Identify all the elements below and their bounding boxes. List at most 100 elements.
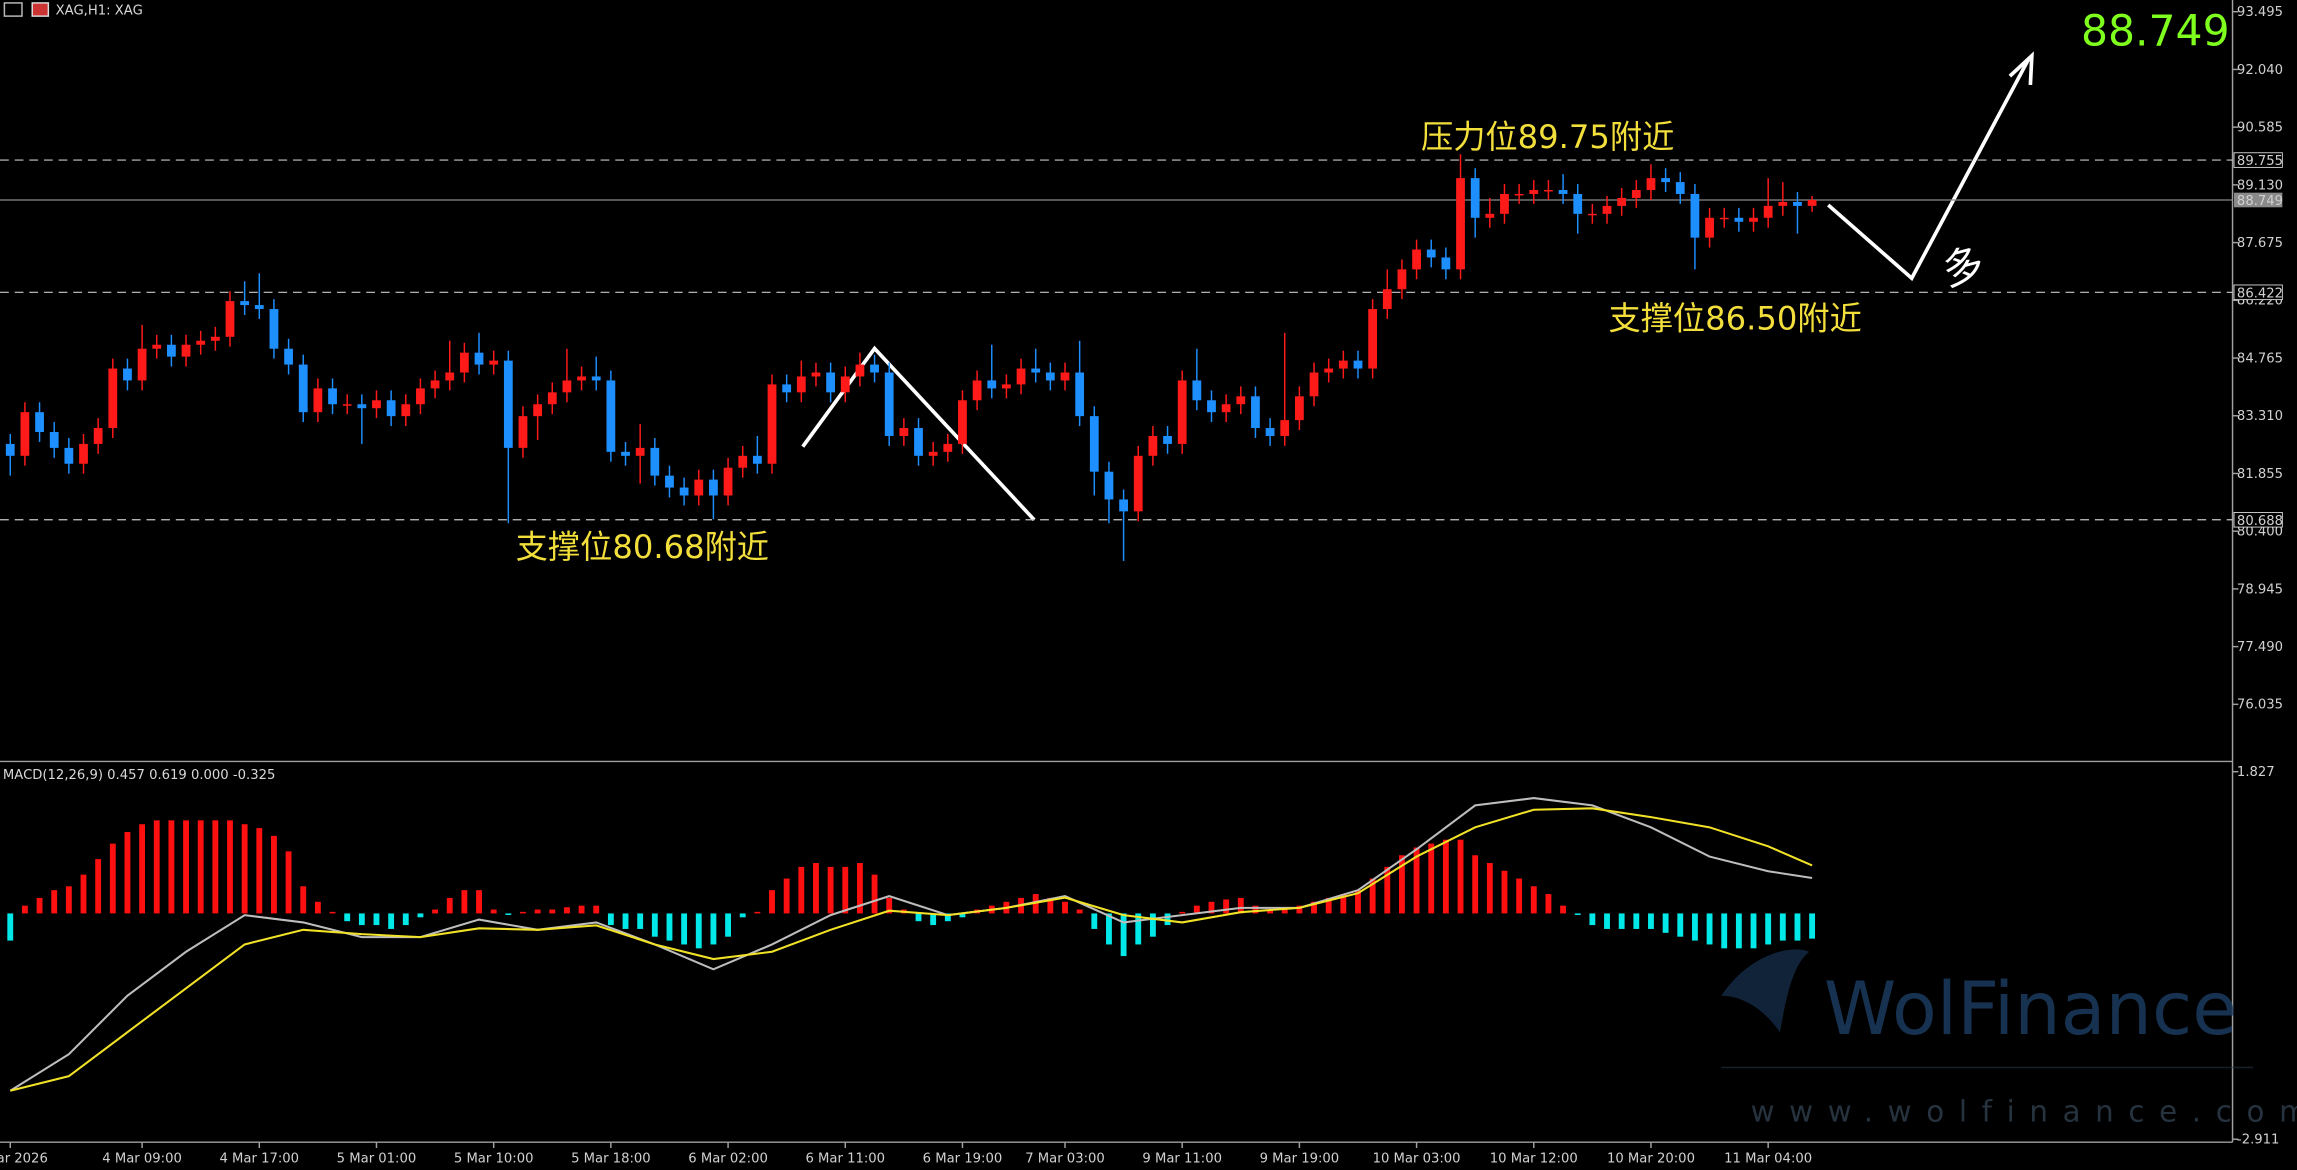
candle-body [1514,193,1524,196]
macd-histogram-bar [212,820,219,914]
candle-body [93,428,103,444]
macd-histogram-bar [241,824,248,914]
candle-body [650,447,660,476]
candle-body [1763,205,1773,218]
candle-body [79,443,88,464]
candle-body [489,360,499,365]
macd-histogram-bar [695,913,702,949]
candle-body [796,376,806,393]
macd-histogram-bar [80,874,87,914]
candle-body [884,372,894,436]
y-tick-label: 92.040 [2237,63,2283,78]
y-tick-label: 93.495 [2237,5,2283,20]
macd-histogram-bar [534,909,541,914]
candle-body [1207,400,1216,413]
macd-histogram-bar [1355,890,1361,914]
candle-body [254,305,264,310]
candle-body [811,372,821,377]
macd-histogram-bar [1179,911,1186,914]
candle-body [1807,199,1817,206]
macd-histogram-bar [358,913,365,926]
x-tick-label: 4 Mar 17:00 [219,1152,299,1167]
x-tick-label: 5 Mar 10:00 [454,1152,534,1167]
candle-body [474,352,484,365]
macd-histogram-bar [1633,913,1640,929]
candle-body [738,455,748,468]
macd-histogram-bar [1135,913,1142,945]
macd-histogram-bar [373,913,380,926]
macd-histogram-bar [1223,899,1230,914]
candle-body [1617,197,1627,206]
last-price-big: 88.749 [2081,7,2230,56]
x-tick-label: 7 Mar 03:00 [1025,1152,1105,1167]
macd-histogram-bar [1545,894,1552,914]
macd-histogram-bar [1208,901,1215,914]
candle-body [503,360,513,448]
macd-histogram-bar [1662,913,1669,933]
candle-body [635,447,645,456]
macd-histogram-bar [827,866,834,914]
macd-histogram-bar [314,901,321,914]
macd-histogram-bar [1149,913,1156,937]
y-tick-label: 84.765 [2237,351,2283,366]
macd-histogram-bar [1516,878,1523,914]
candle-body [752,455,762,464]
level-label-box [2233,152,2283,168]
macd-histogram-bar [1677,913,1684,937]
watermark [1721,949,2254,1069]
candle-body [123,368,132,381]
candle-body [1192,380,1202,401]
macd-histogram-bar [1809,913,1816,939]
candle-body [826,372,836,393]
level-label: 86.422 [2237,286,2283,301]
candle-body [181,344,191,357]
macd-histogram-bar [1765,913,1772,945]
macd-histogram-bar [344,913,351,922]
candle-body [401,404,411,417]
macd-histogram-bar [388,913,395,929]
macd-title: MACD(12,26,9) 0.457 0.619 0.000 -0.325 [3,768,275,783]
candle-body [1251,396,1260,429]
candle-body [1573,193,1583,214]
macd-histogram-bar [769,890,775,914]
candle-body [943,443,953,452]
candle-body [1470,178,1480,218]
candle-body [899,428,909,436]
drawn-lines [801,51,2034,522]
x-tick-label: 10 Mar 20:00 [1607,1152,1695,1167]
candle-body [108,368,118,429]
candle-body [1236,396,1246,405]
candle-body [679,487,689,496]
candle-body [152,344,162,349]
candle-body [225,301,235,337]
y-tick-label: 87.675 [2237,236,2283,251]
macd-histogram-bar [168,820,175,914]
macd-histogram-bar [109,843,116,914]
macd-histogram-bar [1472,855,1479,914]
last-price-label: 88.749 [2237,194,2283,209]
macd-histogram-bar [1648,913,1654,929]
macd-histogram-bar [402,913,409,926]
candle-body [987,380,997,389]
candle-body [1002,384,1011,389]
candle-body [1749,217,1758,222]
macd-histogram-bar [1237,897,1244,914]
macd-histogram-bar [1281,909,1288,914]
level-label-box [2233,284,2283,301]
candle-body [1397,269,1407,290]
macd-histogram-bar [1311,901,1317,914]
candle-body [1485,213,1495,218]
macd-histogram-bar [1399,855,1405,914]
candle-body [1031,368,1041,373]
macd-histogram-bar [681,913,688,945]
candle-body [167,344,176,357]
level-label-box [2233,512,2283,528]
macd-histogram-bar [139,824,146,914]
macd-histogram-bar [1296,905,1303,914]
macd-histogram-bar [813,863,819,914]
candle-body [1368,309,1378,369]
macd-histogram-bar [65,886,72,914]
candle-body [1441,257,1451,270]
macd-histogram-bar [490,909,497,914]
